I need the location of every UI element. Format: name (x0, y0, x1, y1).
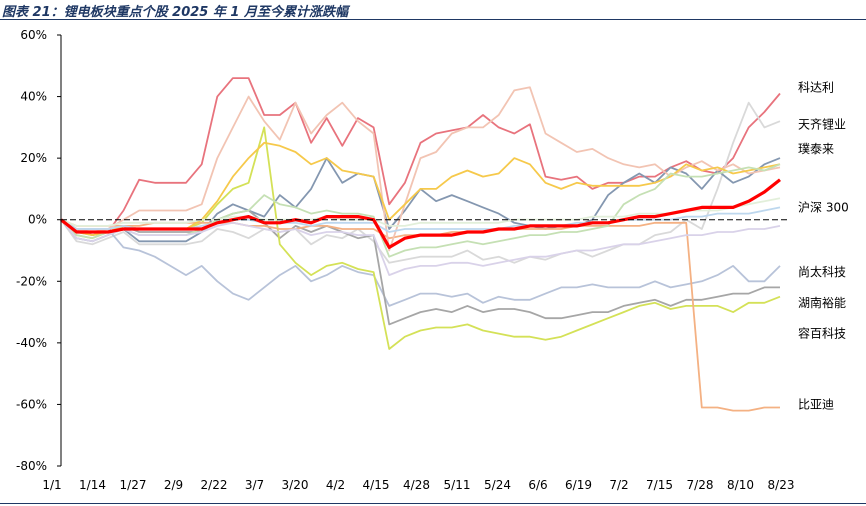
x-tick-label: 8/10 (727, 478, 754, 492)
x-tick-label: 4/2 (326, 478, 345, 492)
x-tick-label: 4/15 (363, 478, 390, 492)
series-line-科达利 (60, 77, 781, 237)
x-tick-label: 6/6 (528, 478, 547, 492)
title-rule (0, 19, 866, 20)
x-tick-label: 6/19 (565, 478, 592, 492)
bottom-rule (0, 503, 866, 504)
y-tick-label: 60% (20, 28, 47, 42)
y-tick-label: 40% (20, 90, 47, 104)
axis-group (57, 34, 788, 467)
series-line-unlabeled-8 (60, 141, 781, 237)
series-label: 湖南裕能 (798, 295, 846, 310)
series-line-unlabeled-7 (60, 86, 781, 252)
series-line-unlabeled-10 (60, 219, 781, 277)
y-tick-label: 0% (28, 213, 47, 227)
x-tick-label: 1/1 (42, 478, 61, 492)
series-group (60, 77, 781, 412)
series-line-unlabeled-12 (60, 197, 781, 227)
y-tick-label: 20% (20, 151, 47, 165)
y-tick-label: -60% (16, 397, 47, 411)
label-group: 60% 40% 20% 0% -20% -40% -60% -80% 1/1 1/14 1/27 2/… (16, 28, 849, 492)
series-line-天齐锂业 (60, 101, 781, 264)
series-line-尚太科技 (60, 218, 781, 307)
x-tick-label: 3/20 (282, 478, 309, 492)
series-label: 比亚迪 (798, 397, 834, 411)
x-tick-label: 7/2 (609, 478, 628, 492)
series-label: 科达利 (798, 80, 834, 94)
series-label: 璞泰来 (798, 142, 834, 156)
x-tick-label: 5/24 (484, 478, 511, 492)
series-line-比亚迪 (60, 218, 780, 412)
x-tick-label: 7/15 (646, 478, 673, 492)
series-label: 天齐锂业 (798, 116, 846, 131)
series-label: 尚太科技 (798, 264, 846, 279)
x-tick-label: 2/22 (201, 478, 228, 492)
x-tick-label: 4/28 (403, 478, 430, 492)
x-tick-label: 7/28 (687, 478, 714, 492)
x-tick-label: 1/27 (120, 478, 147, 492)
chart-title: 图表 21：锂电板块重点个股 2025 年 1 月至今累计涨跌幅 (2, 5, 348, 20)
x-tick-label: 1/14 (79, 478, 106, 492)
series-label: 沪深 300 (798, 200, 849, 214)
x-tick-label: 5/11 (444, 478, 471, 492)
series-label: 容百科技 (798, 326, 846, 341)
y-tick-label: -80% (16, 459, 47, 473)
y-tick-label: -20% (16, 274, 47, 288)
series-line-湖南裕能 (60, 209, 780, 326)
series-line-沪深300 (60, 178, 781, 249)
x-tick-label: 3/7 (245, 478, 264, 492)
y-tick-label: -40% (16, 336, 47, 350)
x-tick-label: 8/23 (768, 478, 795, 492)
x-tick-label: 2/9 (164, 478, 183, 492)
